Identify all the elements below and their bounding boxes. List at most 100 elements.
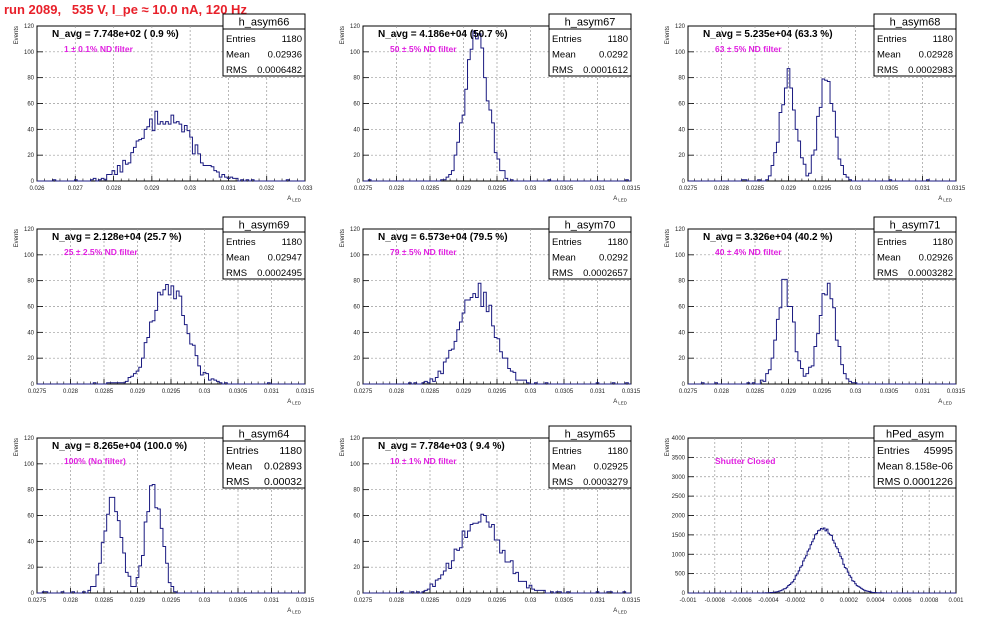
filter-annotation: 79 ± 5% ND filter (390, 247, 457, 257)
stats-value: 0.0002983 (908, 65, 953, 76)
x-tick-label: 0.03 (199, 598, 211, 604)
x-tick-label: 0.0305 (880, 389, 899, 395)
x-tick-label: 0.0275 (28, 598, 47, 604)
navg-label: N_avg = 7.784e+03 ( 9.4 %) (378, 441, 505, 452)
y-axis-label: Events (14, 438, 20, 456)
y-tick-label: 80 (27, 76, 34, 82)
y-tick-label: 80 (353, 76, 360, 82)
x-tick-label: 0.0315 (622, 389, 641, 395)
y-tick-label: 100 (675, 253, 686, 259)
histogram-line (37, 284, 305, 385)
x-tick-label: 0.0004 (866, 598, 885, 604)
y-tick-label: 2000 (672, 514, 686, 520)
y-tick-label: 0 (682, 591, 686, 597)
x-tick-label: 0.0006 (893, 598, 912, 604)
x-tick-label: 0.0002 (840, 598, 859, 604)
y-tick-label: 100 (675, 50, 686, 56)
x-axis-label: ALED (938, 399, 953, 406)
filter-annotation: 10 ± 1% ND filter (390, 456, 457, 466)
x-tick-label: 0.0315 (296, 389, 315, 395)
y-tick-label: 2500 (672, 494, 686, 500)
y-axis-label: Events (14, 26, 20, 44)
y-tick-label: 20 (27, 356, 34, 362)
stats-box (873, 13, 957, 77)
x-tick-label: 0.03 (525, 389, 537, 395)
stats-label: Entries (226, 237, 256, 248)
stats-value: 0.0002657 (583, 268, 628, 279)
x-tick-label: 0.0305 (555, 598, 574, 604)
x-tick-label: 0.0285 (95, 389, 114, 395)
stats-label: Entries (877, 445, 910, 457)
x-tick-label: 0.0315 (622, 598, 641, 604)
histogram-line (688, 68, 956, 182)
stats-box (548, 13, 632, 77)
histogram-line (688, 278, 956, 385)
stats-label: Entries (877, 34, 907, 45)
x-tick-label: 0.031 (264, 598, 280, 604)
stats-label: Mean (226, 50, 250, 61)
y-tick-label: 80 (353, 488, 360, 494)
y-tick-label: 0 (357, 382, 361, 388)
histogram-panel-h_asym66: 0.026 0.027 0.028 0.029 0.03 0.031 0.032 0.033 0… (14, 13, 313, 203)
y-tick-label: 40 (27, 127, 34, 133)
x-tick-label: 0.0295 (488, 389, 507, 395)
y-tick-label: 20 (353, 565, 360, 571)
x-tick-label: 0.0295 (813, 186, 832, 192)
x-tick-label: -0.0006 (731, 598, 752, 604)
y-tick-label: 100 (24, 50, 35, 56)
stats-label: RMS (877, 65, 898, 76)
x-tick-label: 0.031 (590, 598, 606, 604)
stats-value: 0.0003282 (908, 268, 953, 279)
stats-value: 1180 (279, 445, 302, 457)
stats-label: RMS (552, 477, 573, 488)
y-tick-label: 0 (357, 179, 361, 185)
y-axis-label: Events (340, 26, 346, 44)
stats-value: 1180 (282, 34, 302, 45)
x-tick-label: 0.0315 (622, 186, 641, 192)
stats-label: Entries (226, 445, 259, 457)
x-tick-label: 0.029 (781, 186, 797, 192)
x-tick-label: 0.0285 (746, 389, 765, 395)
histogram-panel-h_asym70: 0.0275 0.028 0.0285 0.029 0.0295 0.03 0.0305 0.… (340, 216, 641, 406)
y-tick-label: 0 (31, 382, 35, 388)
y-tick-label: 80 (678, 76, 685, 82)
y-axis-label: Events (665, 229, 671, 247)
y-tick-label: 60 (27, 102, 34, 108)
x-tick-label: 0.0275 (28, 389, 47, 395)
y-tick-label: 1000 (672, 552, 686, 558)
y-axis-label: Events (340, 229, 346, 247)
y-tick-label: 3500 (672, 455, 686, 461)
y-tick-label: 120 (24, 436, 35, 442)
y-tick-label: 60 (678, 305, 685, 311)
stats-label: RMS (552, 65, 573, 76)
x-tick-label: 0.0295 (162, 389, 181, 395)
x-tick-label: 0.0305 (555, 389, 574, 395)
x-tick-label: 0.0285 (421, 598, 440, 604)
histogram-line (363, 30, 631, 182)
x-axis-label: ALED (287, 399, 302, 406)
x-tick-label: 0.001 (948, 598, 964, 604)
stats-value: 0.0292 (599, 50, 628, 61)
x-tick-label: 0.026 (29, 186, 45, 192)
histogram-name: h_asym70 (565, 220, 616, 232)
x-tick-label: 0.028 (106, 186, 122, 192)
histogram-line (37, 484, 305, 594)
x-tick-label: 0.029 (456, 186, 472, 192)
y-tick-label: 60 (27, 514, 34, 520)
x-tick-label: 0.031 (590, 389, 606, 395)
y-axis-label: Events (665, 26, 671, 44)
filter-annotation: 40 ± 4% ND filter (715, 247, 782, 257)
y-tick-label: 100 (24, 462, 35, 468)
x-tick-label: 0.028 (389, 389, 405, 395)
x-tick-label: 0.028 (63, 598, 79, 604)
stats-value: 0.0001612 (583, 65, 628, 76)
stats-box (222, 216, 306, 280)
x-tick-label: 0.027 (68, 186, 84, 192)
y-tick-label: 0 (682, 382, 686, 388)
y-tick-label: 4000 (672, 436, 686, 442)
y-tick-label: 120 (675, 24, 686, 30)
navg-label: N_avg = 6.573e+04 (79.5 %) (378, 232, 508, 243)
y-tick-label: 60 (353, 514, 360, 520)
stats-value: 0.02925 (594, 462, 628, 473)
x-tick-label: 0.028 (714, 186, 730, 192)
